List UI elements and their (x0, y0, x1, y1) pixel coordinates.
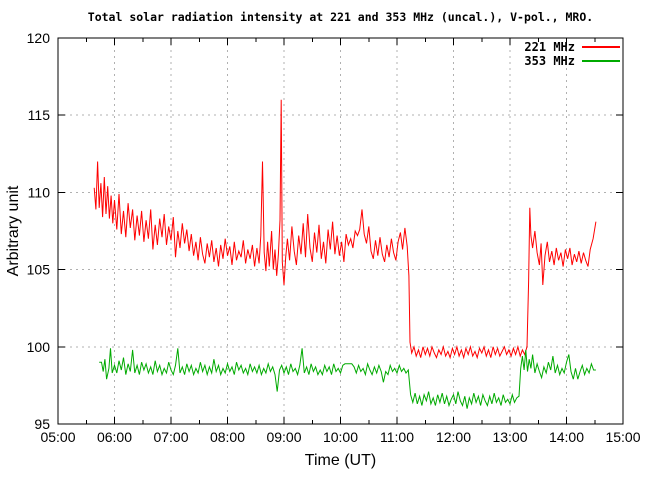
y-tick-label: 95 (34, 416, 50, 432)
series-line-221mhz (93, 99, 597, 360)
legend-label-353mhz: 353 MHz (524, 54, 575, 68)
legend-entry-353mhz: 353 MHz (524, 54, 620, 68)
x-tick-label: 05:00 (40, 429, 75, 445)
x-tick-label: 13:00 (492, 429, 527, 445)
x-tick-label: 11:00 (380, 429, 414, 445)
y-axis-ticks: 95 100 105 110 115 120 (27, 30, 623, 432)
x-tick-label: 12:00 (436, 429, 471, 445)
y-tick-label: 115 (28, 107, 51, 123)
legend-line-sample-221mhz (582, 46, 620, 48)
y-axis-label: Arbitrary unit (5, 185, 22, 277)
series-line-353mhz (99, 348, 596, 409)
y-tick-label: 105 (27, 262, 51, 278)
x-tick-label: 10:00 (323, 429, 358, 445)
x-tick-label: 08:00 (210, 429, 245, 445)
legend-label-221mhz: 221 MHz (524, 40, 575, 54)
x-tick-label: 14:00 (549, 429, 584, 445)
legend-line-sample-353mhz (582, 60, 620, 62)
x-tick-label: 06:00 (97, 429, 132, 445)
y-tick-label: 100 (27, 339, 51, 355)
y-tick-label: 120 (27, 30, 51, 46)
legend-entry-221mhz: 221 MHz (524, 40, 620, 54)
x-tick-label: 09:00 (266, 429, 301, 445)
chart-title: Total solar radiation intensity at 221 a… (87, 10, 594, 24)
x-tick-label: 15:00 (605, 429, 640, 445)
x-axis-ticks: 05:00 06:00 07:00 08:00 09:00 10:00 11:00 12:00… (40, 38, 641, 445)
x-tick-label: 07:00 (153, 429, 188, 445)
gridlines (58, 38, 623, 424)
legend: 221 MHz 353 MHz (524, 40, 620, 68)
y-tick-label: 110 (28, 184, 51, 200)
x-axis-label: Time (UT) (304, 452, 377, 469)
